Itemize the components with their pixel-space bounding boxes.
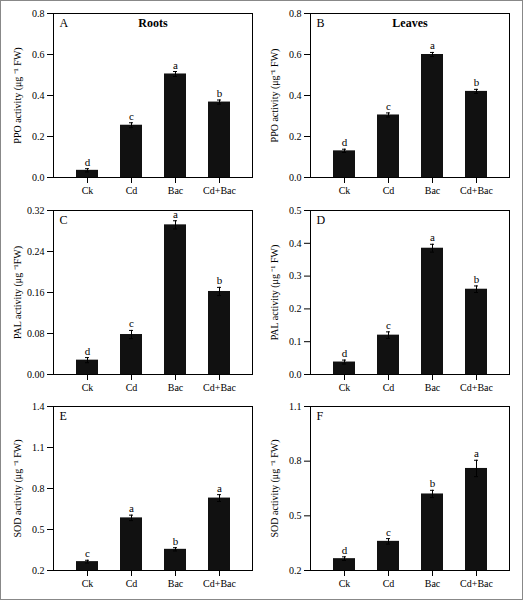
svg-text:B: B	[316, 16, 324, 30]
svg-text:0.8: 0.8	[32, 483, 45, 494]
svg-text:d: d	[85, 344, 91, 356]
svg-text:0.16: 0.16	[27, 286, 45, 297]
svg-text:b: b	[173, 535, 179, 547]
svg-text:0.5: 0.5	[289, 204, 302, 215]
svg-text:Cd: Cd	[126, 185, 138, 196]
svg-text:0.2: 0.2	[289, 303, 302, 314]
svg-text:PPO activity (μg⁻¹ FW): PPO activity (μg⁻¹ FW)	[268, 49, 280, 143]
svg-text:Ck: Ck	[82, 185, 94, 196]
svg-text:0.0: 0.0	[32, 172, 45, 183]
svg-text:0.2: 0.2	[289, 131, 302, 142]
svg-text:Ck: Ck	[338, 381, 350, 392]
svg-text:0.2: 0.2	[289, 565, 302, 576]
svg-text:b: b	[217, 274, 223, 286]
svg-text:Cd: Cd	[382, 185, 394, 196]
svg-text:0.8: 0.8	[32, 8, 45, 19]
svg-text:Ck: Ck	[82, 578, 94, 589]
svg-text:c: c	[85, 548, 90, 560]
svg-text:F: F	[316, 409, 323, 423]
svg-text:0.2: 0.2	[32, 565, 45, 576]
svg-text:d: d	[341, 347, 347, 359]
svg-text:0.6: 0.6	[289, 49, 302, 60]
svg-text:c: c	[129, 317, 134, 329]
svg-text:Bac: Bac	[168, 185, 184, 196]
svg-text:Cd: Cd	[126, 578, 138, 589]
svg-text:0.8: 0.8	[289, 456, 302, 467]
svg-text:0.8: 0.8	[289, 8, 302, 19]
svg-text:0.08: 0.08	[27, 327, 45, 338]
svg-text:b: b	[473, 273, 479, 285]
svg-text:Cd: Cd	[382, 578, 394, 589]
svg-text:Cd+Bac: Cd+Bac	[460, 578, 493, 589]
svg-text:Roots: Roots	[138, 16, 168, 30]
svg-text:0.5: 0.5	[32, 524, 45, 535]
svg-text:b: b	[217, 87, 223, 99]
svg-text:Bac: Bac	[424, 578, 440, 589]
svg-text:1.4: 1.4	[32, 401, 45, 412]
svg-text:a: a	[129, 502, 134, 514]
svg-text:c: c	[386, 319, 391, 331]
svg-text:PAL activity (μg ⁻¹ FW): PAL activity (μg ⁻¹ FW)	[268, 244, 280, 340]
svg-text:0.2: 0.2	[32, 131, 45, 142]
svg-text:A: A	[60, 16, 69, 30]
svg-text:c: c	[386, 100, 391, 112]
svg-text:0.4: 0.4	[32, 90, 45, 101]
svg-text:Bac: Bac	[424, 381, 440, 392]
svg-text:0.3: 0.3	[289, 270, 302, 281]
svg-text:Cd: Cd	[382, 381, 394, 392]
svg-text:Bac: Bac	[168, 381, 184, 392]
svg-text:0.0: 0.0	[289, 172, 302, 183]
svg-text:0.4: 0.4	[289, 90, 302, 101]
svg-text:Bac: Bac	[168, 578, 184, 589]
svg-text:Cd+Bac: Cd+Bac	[460, 185, 493, 196]
svg-text:Ck: Ck	[338, 578, 350, 589]
svg-text:0.00: 0.00	[27, 368, 45, 379]
svg-text:Ck: Ck	[82, 381, 94, 392]
svg-text:C: C	[60, 213, 68, 227]
svg-text:0.4: 0.4	[289, 237, 302, 248]
svg-text:b: b	[473, 76, 479, 88]
svg-text:d: d	[341, 544, 347, 556]
svg-text:b: b	[429, 478, 435, 490]
svg-text:0.0: 0.0	[289, 368, 302, 379]
svg-text:Cd+Bac: Cd+Bac	[203, 185, 236, 196]
svg-text:1.1: 1.1	[32, 442, 45, 453]
svg-text:c: c	[386, 526, 391, 538]
svg-text:a: a	[430, 39, 435, 51]
svg-text:D: D	[316, 213, 325, 227]
svg-text:d: d	[341, 136, 347, 148]
svg-text:Cd+Bac: Cd+Bac	[203, 381, 236, 392]
svg-text:SOD activity (μg ⁻¹ FW): SOD activity (μg ⁻¹ FW)	[268, 440, 280, 538]
svg-text:0.24: 0.24	[27, 245, 45, 256]
svg-text:a: a	[474, 448, 479, 460]
svg-text:1.1: 1.1	[289, 401, 302, 412]
svg-text:c: c	[129, 110, 134, 122]
svg-text:Bac: Bac	[424, 185, 440, 196]
svg-text:a: a	[217, 482, 222, 494]
svg-text:PPO activity (μg ⁻¹ FW): PPO activity (μg ⁻¹ FW)	[12, 47, 24, 143]
svg-text:0.32: 0.32	[27, 204, 45, 215]
svg-text:Cd: Cd	[126, 381, 138, 392]
svg-text:a: a	[430, 231, 435, 243]
svg-text:0.6: 0.6	[32, 49, 45, 60]
svg-text:SOD activity (μg ⁻¹ FW): SOD activity (μg ⁻¹ FW)	[12, 440, 24, 538]
svg-text:PAL activity (μg ⁻¹FW): PAL activity (μg ⁻¹FW)	[12, 246, 24, 339]
svg-text:0.1: 0.1	[289, 336, 302, 347]
svg-text:Cd+Bac: Cd+Bac	[203, 578, 236, 589]
svg-text:d: d	[85, 156, 91, 168]
svg-text:0.5: 0.5	[289, 510, 302, 521]
svg-text:Cd+Bac: Cd+Bac	[460, 381, 493, 392]
svg-text:a: a	[173, 59, 178, 71]
svg-text:a: a	[173, 207, 178, 219]
svg-text:Leaves: Leaves	[392, 16, 428, 30]
svg-text:Ck: Ck	[338, 185, 350, 196]
svg-text:E: E	[60, 409, 67, 423]
